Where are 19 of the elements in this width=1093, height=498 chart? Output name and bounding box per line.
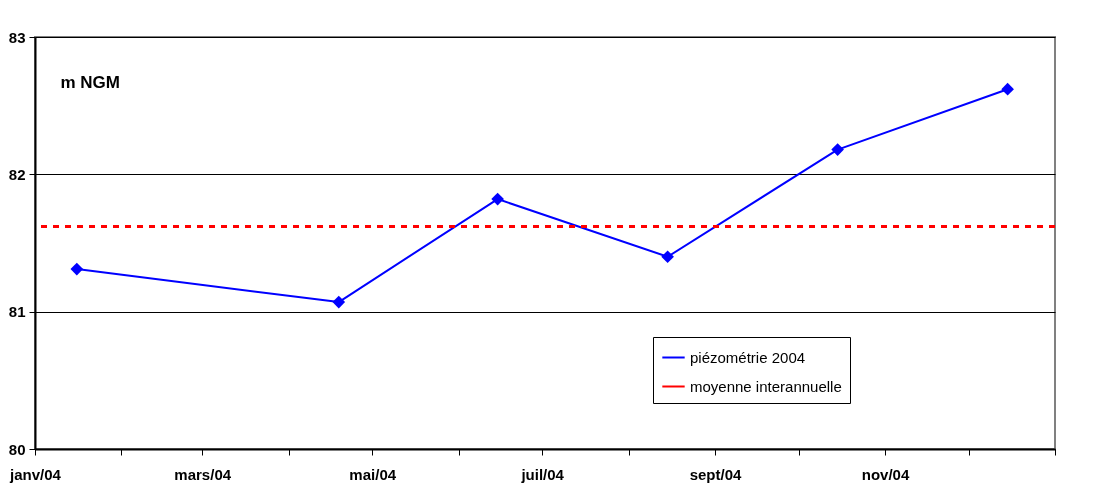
y-tick-label: 80 xyxy=(8,440,26,458)
x-tick-label: juil/04 xyxy=(520,465,565,483)
point xyxy=(332,295,346,309)
y-axis-title: m NGM xyxy=(60,72,120,92)
x-tick-label: nov/04 xyxy=(861,465,910,483)
legend-label: moyenne interannuelle xyxy=(690,377,842,395)
x-tick-label: mai/04 xyxy=(349,465,397,483)
point xyxy=(491,192,504,206)
point xyxy=(831,143,844,156)
x-tick-label: mars/04 xyxy=(174,465,232,483)
point xyxy=(1001,82,1014,96)
point xyxy=(70,262,84,276)
y-tick-label: 83 xyxy=(8,28,26,46)
y-tick-label: 81 xyxy=(8,303,26,321)
y-tick-label: 82 xyxy=(8,165,26,183)
x-tick-label: sept/04 xyxy=(689,465,742,483)
legend-label: piézométrie 2004 xyxy=(690,348,806,366)
x-tick-label: janv/04 xyxy=(9,465,62,483)
point xyxy=(661,250,674,264)
